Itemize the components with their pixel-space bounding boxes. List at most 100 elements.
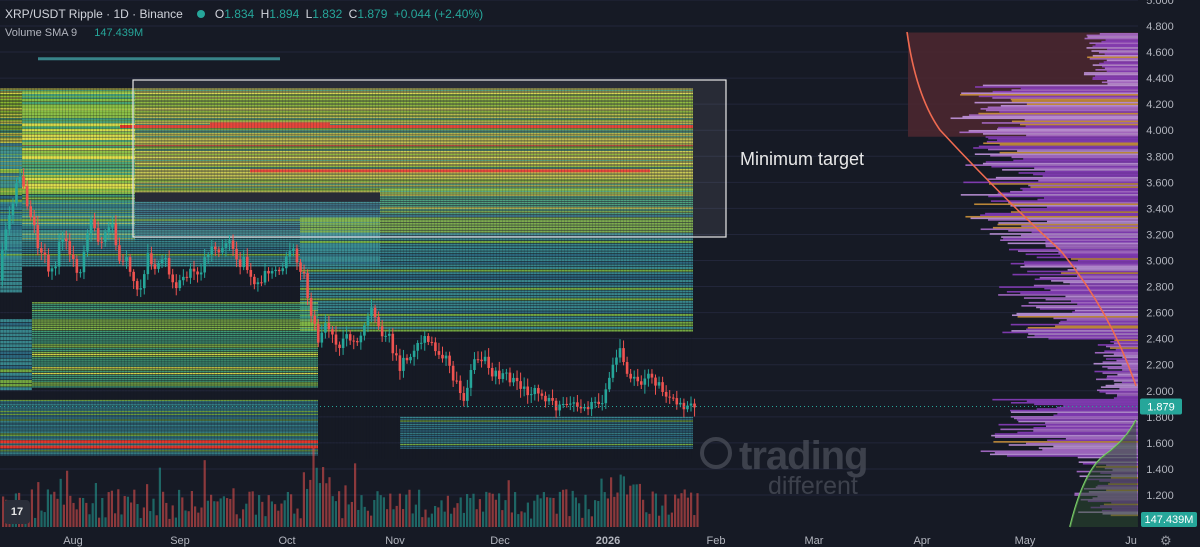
volume-bar — [629, 485, 632, 527]
volume-bar — [526, 502, 529, 527]
candle — [682, 398, 686, 418]
volume-bar — [210, 494, 213, 527]
volume-bar — [267, 495, 270, 527]
candle — [189, 263, 192, 284]
volume-profile — [906, 31, 1138, 528]
tradingview-logo-icon[interactable]: 17 — [4, 500, 30, 524]
minimum-target-box[interactable] — [132, 79, 727, 238]
candle — [689, 396, 693, 412]
volume-bar — [459, 497, 462, 527]
candle — [515, 370, 519, 391]
candle — [398, 348, 402, 380]
candle — [72, 245, 75, 267]
candle — [590, 397, 593, 417]
gear-icon[interactable]: ⚙ — [1160, 533, 1172, 547]
volume-bar — [379, 495, 382, 527]
candle — [640, 375, 643, 390]
volume-bar — [216, 501, 219, 527]
current-price-tag-text: 1.879 — [1147, 402, 1175, 414]
close-label: C — [348, 7, 358, 21]
candle — [29, 200, 32, 221]
candle — [146, 244, 150, 280]
candle — [483, 350, 487, 365]
candle — [206, 251, 210, 264]
candle — [75, 255, 79, 281]
candle — [370, 298, 373, 322]
volume-bar — [542, 492, 545, 527]
time-tick-label: Oct — [278, 535, 295, 547]
volume-bar — [350, 501, 353, 527]
candle — [490, 362, 494, 381]
price-tick-label: 2.000 — [1146, 386, 1174, 398]
volume-bar — [606, 498, 609, 527]
low-label: L — [305, 7, 313, 21]
candle — [576, 394, 579, 412]
candle — [182, 269, 185, 286]
candle — [423, 331, 427, 351]
volume-bar — [219, 498, 222, 527]
candle — [664, 385, 668, 403]
candle — [334, 326, 338, 352]
volume-bar — [632, 484, 635, 527]
volume-bar — [408, 489, 411, 527]
candle — [366, 312, 370, 333]
volume-bar — [194, 506, 197, 527]
candle — [256, 277, 260, 292]
price-tick-label: 2.600 — [1146, 308, 1174, 320]
candle — [643, 369, 647, 394]
volume-bar — [443, 511, 446, 527]
candle — [299, 258, 302, 281]
volume-bar — [395, 505, 398, 527]
candle — [40, 241, 43, 261]
volume-bar — [386, 509, 389, 527]
volume-bar — [677, 498, 680, 527]
time-axis[interactable]: Aug Sep Oct Nov Dec 2026 Feb Mar Apr May Ju — [0, 530, 1200, 547]
candle — [522, 377, 526, 397]
volume-value: 147.439M — [94, 27, 144, 39]
candle — [551, 389, 554, 406]
volume-bar — [539, 498, 542, 527]
volume-bar — [325, 483, 328, 527]
candle — [167, 250, 171, 279]
volume-legend[interactable]: Volume SMA 9 147.439M — [5, 27, 143, 39]
volume-bar — [242, 509, 245, 527]
candle — [153, 258, 157, 275]
volume-bar — [587, 509, 590, 527]
candle — [583, 403, 586, 412]
volume-bar — [107, 492, 110, 527]
low-value: 1.832 — [312, 7, 343, 21]
volume-bar — [226, 498, 229, 527]
symbol-title[interactable]: XRP/USDT Ripple · 1D · Binance — [5, 7, 183, 21]
volume-label: Volume — [5, 27, 42, 39]
volume-bar — [254, 514, 257, 527]
volume-bar — [635, 484, 638, 527]
volume-bar — [494, 499, 497, 527]
candle — [512, 373, 515, 387]
volume-bar — [347, 504, 350, 527]
candle — [50, 265, 54, 280]
price-tick-label: 1.200 — [1146, 490, 1174, 502]
candle — [114, 215, 118, 251]
candle — [185, 271, 189, 282]
candle — [320, 324, 324, 348]
candle-series — [1, 168, 696, 418]
candle — [405, 354, 409, 364]
candle — [384, 331, 387, 342]
candle — [558, 400, 561, 417]
volume-bar — [88, 514, 91, 527]
watermark-line2: different — [768, 472, 858, 500]
volume-bar — [507, 480, 510, 527]
candle — [221, 239, 224, 256]
volume-bar — [546, 497, 549, 527]
volume-bar — [638, 483, 641, 527]
price-axis[interactable]: 1.200 1.400 1.600 1.800 2.000 2.200 2.400 2.600… — [1138, 0, 1200, 530]
volume-bar — [600, 478, 603, 527]
time-tick-label: Sep — [170, 535, 190, 547]
candle — [327, 315, 331, 338]
volume-bar — [104, 517, 107, 527]
candle — [96, 221, 100, 246]
volume-bar — [235, 514, 238, 527]
candle — [231, 234, 235, 256]
